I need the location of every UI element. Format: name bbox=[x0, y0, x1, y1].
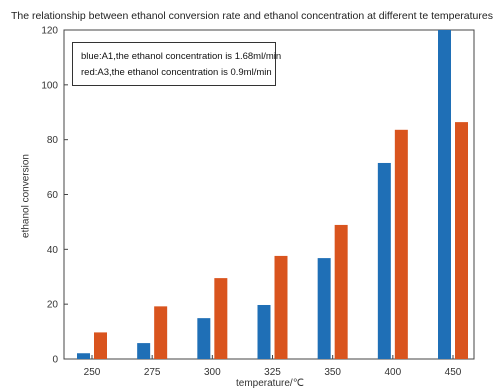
y-axis-ticks: 0 20 40 60 80 100 120 bbox=[41, 26, 68, 366]
y-tick-label: 100 bbox=[41, 80, 58, 91]
bar-series2-350 bbox=[334, 224, 348, 359]
bar-series1-325 bbox=[257, 304, 271, 359]
x-tick-label: 450 bbox=[445, 367, 462, 378]
chart-title: The relationship between ethanol convers… bbox=[11, 10, 493, 22]
y-tick-label: 0 bbox=[52, 355, 58, 366]
y-tick-label: 60 bbox=[47, 190, 59, 201]
bar-series1-300 bbox=[197, 318, 211, 359]
bar-series2-300 bbox=[214, 278, 228, 359]
bar-series1-400 bbox=[377, 162, 391, 359]
x-tick-label: 400 bbox=[384, 367, 401, 378]
legend-entry-red: red:A3,the ethanol concentration is 0.9m… bbox=[81, 67, 272, 78]
bar-series1-275 bbox=[137, 343, 151, 359]
y-tick-label: 20 bbox=[47, 300, 59, 311]
y-axis-label: ethanol conversion bbox=[20, 154, 32, 238]
y-tick-label: 120 bbox=[41, 26, 58, 37]
bar-series2-325 bbox=[274, 255, 288, 359]
bar-series2-400 bbox=[394, 129, 408, 359]
legend: blue:A1,the ethanol concentration is 1.6… bbox=[72, 42, 282, 86]
bar-series2-250 bbox=[94, 332, 107, 359]
y-tick-label: 80 bbox=[47, 135, 59, 146]
legend-entry-blue: blue:A1,the ethanol concentration is 1.6… bbox=[81, 51, 282, 62]
bar-series1-250 bbox=[77, 353, 90, 359]
x-tick-label: 250 bbox=[84, 367, 101, 378]
bars-group bbox=[77, 30, 468, 360]
x-tick-label: 300 bbox=[204, 367, 221, 378]
y-tick-label: 40 bbox=[47, 245, 59, 256]
bar-series1-350 bbox=[317, 258, 331, 359]
bar-series2-450 bbox=[455, 122, 468, 360]
bar-series2-275 bbox=[154, 306, 168, 359]
x-tick-label: 275 bbox=[144, 367, 161, 378]
x-tick-label: 350 bbox=[324, 367, 341, 378]
x-axis-ticks: 250 275 300 325 350 400 450 bbox=[84, 355, 462, 378]
x-tick-label: 325 bbox=[264, 367, 281, 378]
x-axis-label: temperature/℃ bbox=[236, 378, 304, 389]
bar-series1-450 bbox=[438, 30, 451, 359]
